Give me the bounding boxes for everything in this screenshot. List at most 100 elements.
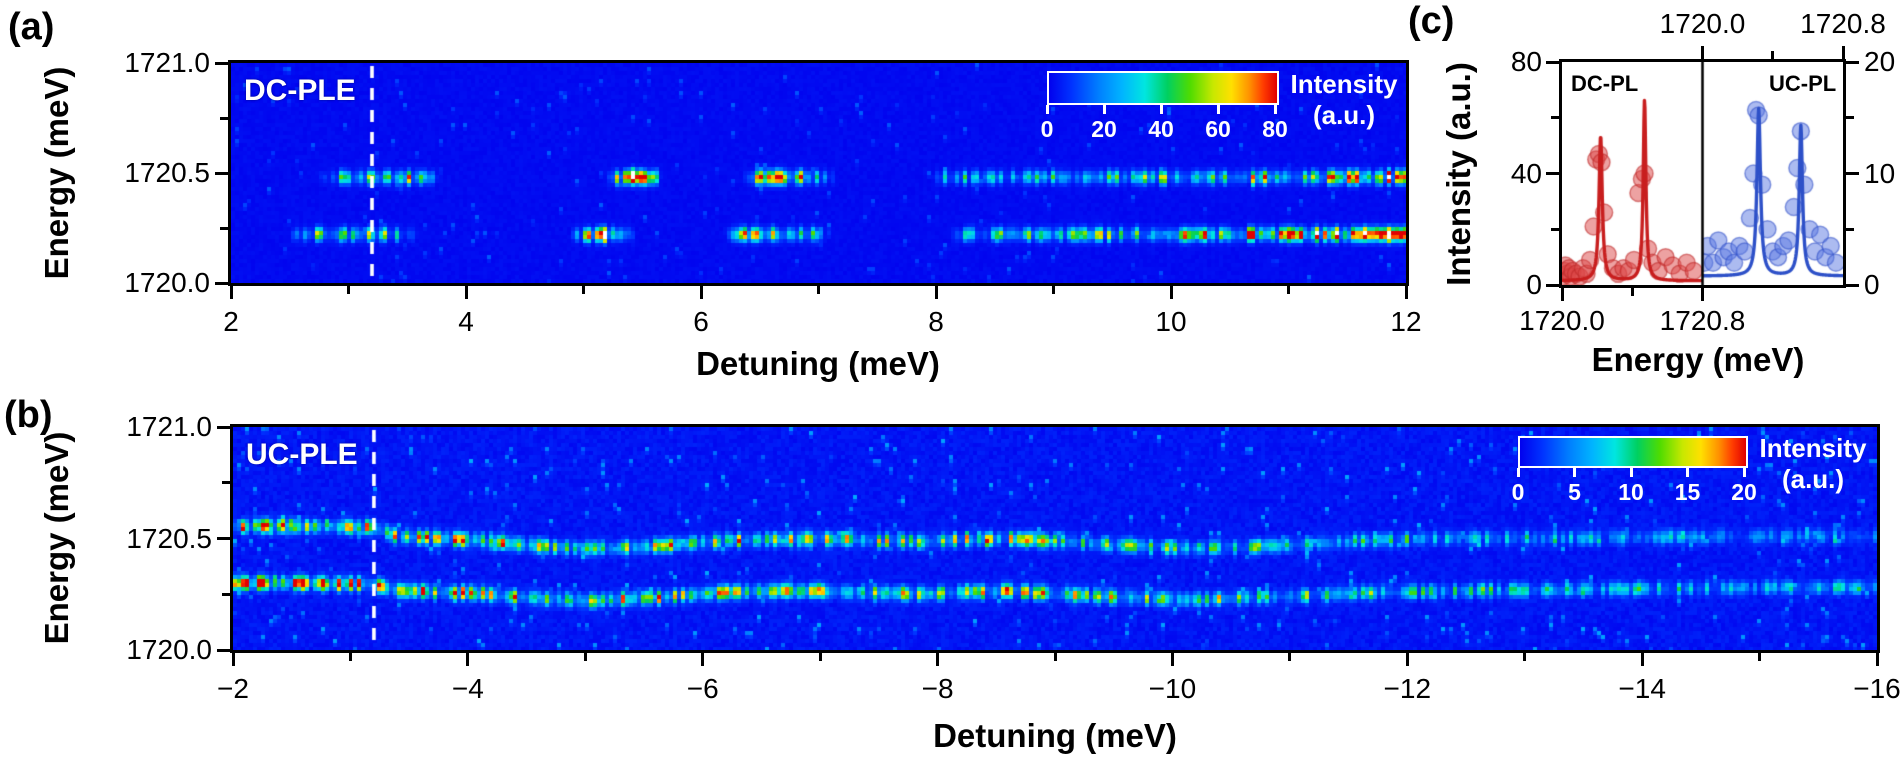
b-x-tick-label: −10 [1148,673,1197,704]
c-top-tick-label: 1720.0 [1659,8,1746,39]
panel-b-inset-label: UC-PLE [246,438,358,471]
a-x-major-tick [464,286,468,299]
c-left-tick-label: 80 [1510,46,1542,77]
colorbar-a-tick-label: 20 [1091,116,1117,142]
c-left-minor-tick [1551,116,1559,120]
b-x-major-tick [1405,653,1409,666]
c-top-major-tick [1701,46,1704,59]
colorbar-a-tick [1045,105,1049,114]
c-right-tick-label: 10 [1864,157,1896,189]
b-x-tick-label: −2 [217,673,249,704]
b-x-tick-label: −14 [1618,673,1666,704]
panel-c-uc-pl-label: UC-PL [1769,71,1837,96]
b-x-major-tick [1875,653,1879,666]
panel-c-tag: (c) [1408,0,1455,42]
b-x-major-tick [701,653,705,666]
colorbar-a-tick-label: 60 [1205,116,1231,142]
b-x-major-tick [231,653,235,666]
panel-b-y-axis-title: Energy (meV) [38,431,75,645]
c-right-minor-tick [1846,116,1854,120]
a-x-tick-label: 4 [458,306,474,337]
b-x-minor-tick [1523,653,1527,661]
panel-c-x-axis-title: Energy (meV) [1591,341,1805,378]
panel-a-y-axis-title: Energy (meV) [38,66,75,280]
colorbar-b-title: Intensity (a.u.) [1760,433,1867,495]
spectra-c-canvas [1562,62,1843,285]
a-y-tick-label: 1720.5 [124,157,210,188]
b-x-major-tick [1640,653,1644,666]
colorbar-b-tick [1742,468,1746,477]
colorbar-b-tick-label: 0 [1511,479,1525,505]
colorbar-a-tick [1216,105,1220,114]
c-bottom-tick-label: 1720.0 [1519,305,1605,336]
b-y-tick-label: 1721.0 [126,411,212,442]
colorbar-b-title-line2: (a.u.) [1781,464,1845,495]
b-x-minor-tick [1288,653,1292,661]
c-left-tick-label: 40 [1510,157,1542,189]
a-x-tick-label: 10 [1155,306,1187,337]
panel-b-tag: (b) [4,394,53,436]
a-x-major-tick [1404,286,1408,299]
a-x-tick-label: 12 [1390,306,1422,337]
b-x-minor-tick [583,653,587,661]
colorbar-b-tick [1629,468,1633,477]
b-y-minor-tick [222,592,230,596]
b-x-minor-tick [818,653,822,661]
colorbar-a-title: Intensity (a.u.) [1291,69,1398,131]
a-y-minor-tick [220,116,228,120]
colorbar-b-tick-label: 5 [1568,479,1581,505]
b-x-major-tick [936,653,940,666]
panel-c-dc-pl-label: DC-PL [1571,71,1639,96]
colorbar-a-tick-label: 80 [1262,116,1288,142]
c-right-major-tick [1846,60,1859,64]
c-left-major-tick [1546,172,1559,175]
panel-c-plot-frame: DC-PL UC-PL [1559,59,1846,288]
c-left-major-tick [1546,60,1559,64]
b-x-major-tick [466,653,470,666]
colorbar-a-title-line1: Intensity [1290,69,1398,99]
a-x-major-tick [699,286,703,299]
b-y-minor-tick [222,481,230,485]
panel-c-y-axis-title: Intensity (a.u.) [1440,62,1477,286]
colorbar-a-title-line2: (a.u.) [1312,100,1376,131]
b-y-major-tick [217,537,230,540]
c-right-major-tick [1846,283,1859,287]
c-top-minor-tick [1771,51,1775,59]
a-x-tick-label: 6 [693,306,709,337]
a-x-minor-tick [1287,286,1290,294]
a-x-tick-label: 2 [223,306,239,337]
colorbar-b-gradient [1518,436,1748,468]
colorbar-b-tick [1686,468,1689,477]
b-x-tick-label: −12 [1383,673,1432,704]
a-x-minor-tick [817,286,820,294]
b-x-tick-label: −4 [451,673,484,704]
c-right-minor-tick [1846,227,1854,231]
b-x-minor-tick [1053,653,1057,661]
b-x-tick-label: −8 [921,673,954,704]
colorbar-b-tick [1516,468,1520,477]
a-x-major-tick [934,286,938,299]
colorbar-a-tick [1273,105,1277,114]
panel-a-x-axis-title: Detuning (meV) [696,345,940,382]
panel-b-plot-frame: UC-PLE Intensity (a.u.) 0 5 10 15 20 [230,424,1880,653]
c-bottom-minor-tick [1630,288,1634,296]
c-left-minor-tick [1551,227,1559,231]
b-y-major-tick [217,425,230,429]
a-y-major-tick [215,281,228,285]
b-x-major-tick [1170,653,1174,666]
c-left-major-tick [1546,283,1559,287]
b-y-major-tick [217,648,230,652]
c-right-major-tick [1846,172,1859,175]
c-bottom-tick-label: 1720.8 [1659,305,1746,336]
a-x-tick-label: 8 [928,306,944,337]
c-bottom-major-tick [1560,288,1564,301]
a-x-minor-tick [582,286,585,294]
colorbar-b-title-line1: Intensity [1759,433,1867,463]
colorbar-b-tick [1573,468,1576,477]
b-x-tick-label: −16 [1853,673,1901,704]
panel-a-inset-label: DC-PLE [244,74,356,107]
b-x-minor-tick [1758,653,1762,661]
b-y-tick-label: 1720.5 [126,522,212,554]
colorbar-a-gradient [1047,71,1279,105]
